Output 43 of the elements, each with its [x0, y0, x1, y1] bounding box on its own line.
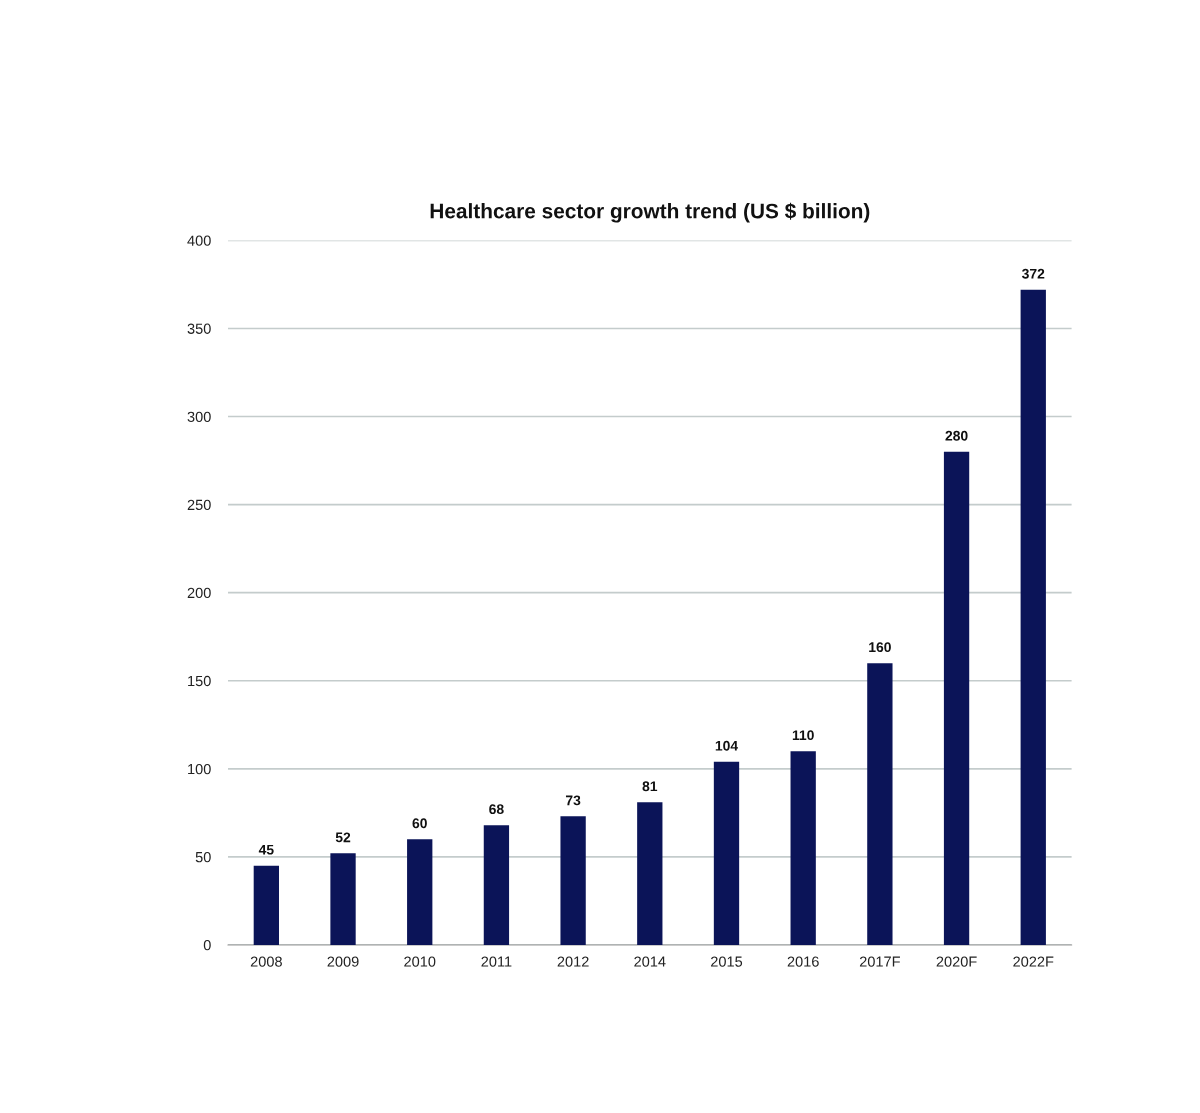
- y-tick-label: 50: [195, 851, 211, 863]
- data-label: 110: [792, 730, 814, 741]
- data-label: 45: [258, 844, 274, 855]
- y-tick-label: 400: [187, 235, 211, 246]
- x-tick-label: 2017F: [859, 956, 900, 967]
- bar: [943, 451, 970, 945]
- x-tick-label: 2012: [557, 956, 589, 967]
- x-tick-label: 2022F: [1013, 956, 1054, 967]
- data-label: 81: [642, 781, 658, 792]
- bar: [483, 825, 510, 945]
- y-tick-label: 200: [187, 587, 211, 599]
- bar: [560, 816, 586, 945]
- chart-title: Healthcare sector growth trend (US $ billion): [430, 202, 870, 223]
- y-tick-label: 150: [188, 675, 211, 687]
- x-tick-label: 2011: [481, 956, 512, 967]
- bar: [713, 761, 740, 945]
- y-tick-label: 300: [187, 411, 211, 422]
- y-tick-label: 250: [187, 499, 211, 511]
- y-tick-label: 350: [187, 323, 211, 334]
- x-tick-label: 2020F: [936, 956, 977, 967]
- x-tick-label: 2009: [327, 956, 359, 967]
- bar: [790, 751, 816, 945]
- bar: [407, 839, 433, 945]
- bar: [330, 853, 356, 945]
- bar: [253, 865, 279, 945]
- data-label: 68: [489, 804, 504, 815]
- bar: [637, 802, 663, 945]
- data-label: 104: [715, 740, 738, 751]
- x-tick-label: 2016: [787, 956, 819, 967]
- x-tick-label: 2015: [711, 956, 743, 967]
- y-tick-label: 100: [188, 763, 211, 775]
- data-label: 280: [945, 430, 968, 441]
- data-label: 52: [335, 832, 351, 843]
- y-tick-label: 0: [203, 940, 211, 951]
- data-label: 372: [1021, 268, 1045, 279]
- bar: [1020, 289, 1046, 945]
- data-label: 60: [412, 818, 427, 829]
- data-label: 160: [869, 642, 891, 653]
- bar: [867, 663, 893, 945]
- data-label: 73: [565, 795, 581, 806]
- x-tick-label: 2014: [634, 956, 666, 967]
- x-tick-label: 2010: [404, 956, 436, 967]
- x-tick-label: 2008: [250, 956, 282, 967]
